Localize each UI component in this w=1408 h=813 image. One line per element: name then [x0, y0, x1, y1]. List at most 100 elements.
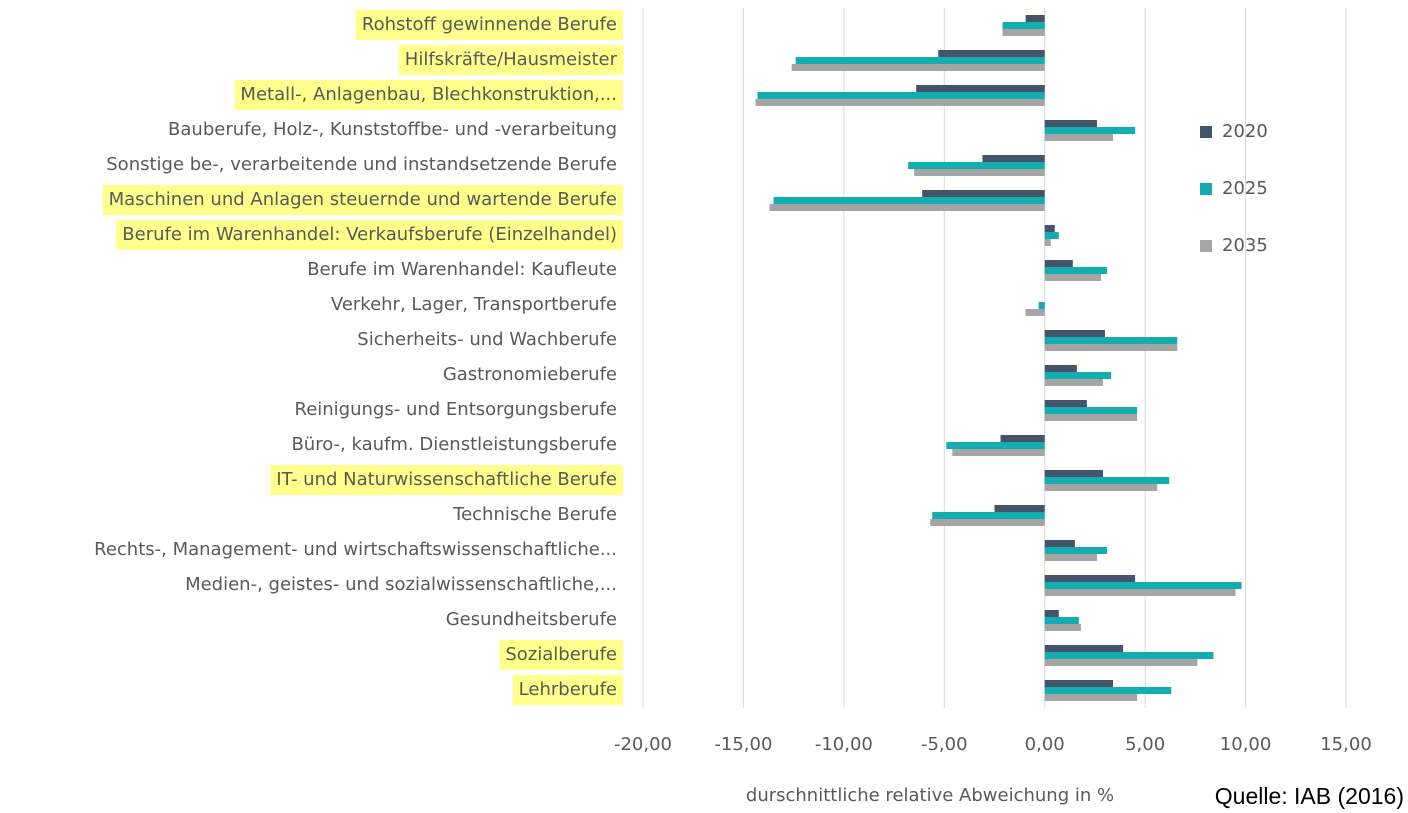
y-tick-label: Reinigungs- und Entsorgungsberufe: [295, 399, 618, 420]
bar: [1044, 379, 1103, 386]
bar: [1044, 225, 1055, 232]
bar: [1044, 617, 1079, 624]
y-tick-label: Gesundheitsberufe: [446, 609, 617, 630]
bar: [1044, 260, 1073, 267]
y-tick-label: Metall-, Anlagenbau, Blechkonstruktion,.…: [240, 84, 617, 105]
bar: [1044, 477, 1170, 484]
bar: [1044, 540, 1075, 547]
bar: [1044, 267, 1107, 274]
bar: [1044, 134, 1114, 141]
bar: [994, 505, 1045, 512]
legend-swatch: [1200, 183, 1212, 195]
y-tick-label: IT- und Naturwissenschaftliche Berufe: [276, 469, 617, 490]
bar: [1044, 610, 1059, 617]
bar: [755, 99, 1045, 106]
bar: [1000, 435, 1045, 442]
x-tick-label: -20,00: [614, 734, 672, 755]
bar: [1044, 582, 1242, 589]
label-highlight: [116, 220, 623, 250]
bar: [1044, 239, 1051, 246]
x-tick-label: -10,00: [815, 734, 873, 755]
y-tick-label: Verkehr, Lager, Transportberufe: [331, 294, 617, 315]
x-tick-label: -5,00: [921, 734, 968, 755]
highlights: [102, 10, 624, 705]
bar: [1044, 470, 1103, 477]
y-tick-label: Bauberufe, Holz-, Kunststoffbe- und -ver…: [168, 119, 617, 140]
bar: [1044, 575, 1136, 582]
x-tick-label: 10,00: [1220, 734, 1272, 755]
x-tick-label: 5,00: [1125, 734, 1165, 755]
bar: [1044, 274, 1101, 281]
y-tick-label: Sozialberufe: [505, 644, 617, 665]
bar: [1044, 589, 1236, 596]
x-tick-label: 15,00: [1320, 734, 1372, 755]
bar: [1044, 127, 1136, 134]
bar: [1044, 645, 1124, 652]
bar: [938, 50, 1045, 57]
bar: [1044, 344, 1178, 351]
bar: [1044, 330, 1105, 337]
y-tick-label: Berufe im Warenhandel: Verkaufsberufe (E…: [122, 224, 617, 245]
y-tick-label: Technische Berufe: [452, 504, 617, 525]
y-tick-label: Hilfskräfte/Hausmeister: [405, 49, 618, 70]
bar: [773, 197, 1045, 204]
label-highlight: [355, 10, 623, 40]
bar: [795, 57, 1045, 64]
bar: [982, 155, 1045, 162]
bar: [932, 512, 1045, 519]
bar: [946, 442, 1045, 449]
y-tick-label: Rechts-, Management- und wirtschaftswiss…: [94, 539, 617, 560]
bar: [1044, 652, 1214, 659]
label-highlight: [398, 45, 624, 75]
x-axis-label: durschnittliche relative Abweichung in %: [746, 785, 1114, 806]
legend-swatch: [1200, 240, 1212, 252]
bar: [1025, 15, 1045, 22]
legend-label: 2020: [1222, 121, 1268, 142]
y-tick-label: Lehrberufe: [519, 679, 617, 700]
bar: [1044, 484, 1158, 491]
legend-swatch: [1200, 126, 1212, 138]
bar: [1044, 337, 1178, 344]
y-tick-label: Berufe im Warenhandel: Kaufleute: [307, 259, 617, 280]
y-tick-label: Maschinen und Anlagen steuernde und wart…: [109, 189, 617, 210]
y-tick-label: Rohstoff gewinnende Berufe: [362, 14, 617, 35]
label-highlight: [234, 80, 623, 110]
bar: [769, 204, 1045, 211]
bar: [1044, 120, 1097, 127]
bar: [914, 169, 1045, 176]
bar: [1044, 232, 1059, 239]
bar: [1044, 624, 1081, 631]
bar: [1044, 659, 1198, 666]
label-highlight: [102, 185, 623, 215]
bar: [791, 64, 1045, 71]
bar: [1044, 680, 1114, 687]
bar: [1044, 554, 1097, 561]
bar: [930, 519, 1045, 526]
bar: [1002, 29, 1045, 36]
bar: [1044, 547, 1107, 554]
legend-label: 2025: [1222, 178, 1268, 199]
bar: [1025, 309, 1045, 316]
bar: [1044, 372, 1111, 379]
bar: [1044, 414, 1138, 421]
bar: [757, 92, 1045, 99]
bar: [1044, 365, 1077, 372]
x-tick-label: 0,00: [1025, 734, 1065, 755]
bar: [1044, 407, 1138, 414]
bar: [1044, 694, 1138, 701]
y-tick-label: Sicherheits- und Wachberufe: [357, 329, 617, 350]
label-highlight: [499, 640, 623, 670]
bar: [952, 449, 1045, 456]
bar: [1002, 22, 1045, 29]
source: Quelle: IAB (2016): [1215, 783, 1404, 809]
label-highlight: [512, 675, 623, 705]
bar: [908, 162, 1045, 169]
bar: [922, 190, 1045, 197]
y-tick-label: Medien-, geistes- und sozialwissenschaft…: [185, 574, 617, 595]
legend-label: 2035: [1222, 235, 1268, 256]
x-tick-label: -15,00: [714, 734, 772, 755]
y-tick-label: Gastronomieberufe: [443, 364, 617, 385]
label-highlight: [270, 465, 623, 495]
y-tick-label: Sonstige be-, verarbeitende und instands…: [106, 154, 617, 175]
